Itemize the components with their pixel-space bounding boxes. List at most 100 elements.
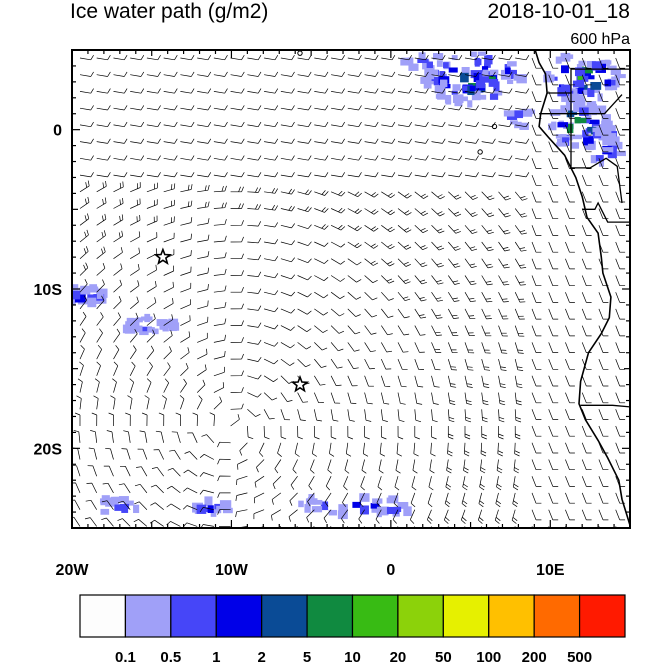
wind-barb <box>113 214 124 226</box>
wind-barb <box>187 432 198 443</box>
wind-barb <box>259 442 265 457</box>
wind-barb <box>155 430 165 443</box>
wind-barb <box>213 185 227 193</box>
wind-barb <box>381 105 396 111</box>
wind-barb <box>364 241 379 249</box>
wind-barb <box>150 502 164 510</box>
wind-barb <box>280 138 295 144</box>
wind-barb <box>581 492 592 504</box>
wind-barb <box>163 314 174 326</box>
cloud-cell <box>458 96 468 102</box>
wind-barb <box>397 409 405 423</box>
wind-barb <box>146 378 152 393</box>
wind-barb <box>414 409 422 423</box>
wind-barb <box>598 258 609 270</box>
colorbar-swatch <box>124 594 172 638</box>
cloud-cell <box>386 497 398 504</box>
wind-barb <box>134 501 148 510</box>
cloud-cell <box>587 126 596 132</box>
wind-barb <box>79 138 94 144</box>
wind-barb <box>598 57 609 69</box>
colorbar-swatch <box>442 594 490 638</box>
cloud-cell <box>481 66 489 72</box>
wind-barb <box>381 225 395 233</box>
colorbar-swatch <box>488 594 535 638</box>
wind-barb <box>277 442 282 457</box>
wind-barb <box>314 138 329 144</box>
wind-barbs <box>72 55 626 528</box>
wind-barb <box>331 155 345 161</box>
wind-barb <box>237 459 248 470</box>
wind-barb <box>481 155 496 161</box>
lon-tick-label: 0 <box>386 562 395 579</box>
wind-barb <box>79 311 87 326</box>
wind-barb <box>463 459 469 474</box>
wind-barb <box>253 509 265 520</box>
wind-barb <box>247 254 262 261</box>
colorbar-label: 2 <box>257 649 265 666</box>
wind-barb <box>548 409 559 420</box>
wind-barb <box>313 392 324 404</box>
wind-barb <box>515 172 530 178</box>
wind-barb <box>347 291 362 300</box>
wind-barb <box>581 141 592 153</box>
wind-barb <box>73 429 81 443</box>
wind-barb <box>235 509 248 518</box>
wind-barb <box>297 308 312 315</box>
cloud-cell <box>566 123 574 134</box>
wind-barb <box>331 121 345 128</box>
cloud-cell <box>460 72 469 83</box>
cloud-cell <box>521 108 533 117</box>
wind-barb <box>264 188 279 194</box>
wind-barb <box>531 392 542 404</box>
wind-barb <box>163 346 172 360</box>
cloud-cell <box>88 286 99 293</box>
wind-barb <box>615 409 626 420</box>
cloud-cell <box>474 57 480 67</box>
wind-barb <box>90 430 98 443</box>
wind-barb <box>431 275 444 285</box>
wind-barb <box>280 105 295 111</box>
wind-barb <box>431 292 443 302</box>
wind-barb <box>397 138 412 144</box>
cloud-cell <box>590 155 597 164</box>
wind-barb <box>130 172 145 178</box>
wind-barb <box>531 509 542 521</box>
cloud-cell <box>311 506 323 513</box>
wind-barb <box>414 325 426 336</box>
colorbar-label: 500 <box>567 649 592 666</box>
wind-barb <box>183 469 198 477</box>
wind-barb <box>414 55 429 61</box>
cloud-cell <box>418 52 426 59</box>
wind-barb <box>213 268 227 276</box>
wind-barb <box>581 57 592 69</box>
wind-barb <box>414 426 420 440</box>
wind-barb <box>171 431 181 443</box>
wind-barb <box>297 258 312 264</box>
cloud-cell <box>484 63 491 68</box>
wind-barb <box>381 121 396 128</box>
wind-barb <box>498 292 509 303</box>
wind-barb <box>347 392 357 404</box>
wind-barb <box>531 141 542 153</box>
wind-barb <box>264 121 279 128</box>
wind-barb <box>380 425 387 440</box>
wind-barb <box>531 241 542 253</box>
wind-barb <box>125 412 131 427</box>
wind-barb <box>280 155 295 161</box>
wind-barb <box>297 241 312 247</box>
wind-barb <box>414 88 429 94</box>
wind-barb <box>448 241 461 251</box>
wind-barb <box>565 208 575 220</box>
wind-barb <box>615 392 626 404</box>
wind-barb <box>213 138 228 144</box>
wind-barb <box>96 197 107 209</box>
wind-barb <box>581 358 592 370</box>
wind-barb <box>197 105 212 111</box>
wind-barb <box>230 203 244 209</box>
wind-barb <box>565 292 575 303</box>
wind-barb <box>247 425 254 440</box>
wind-barb <box>615 241 626 253</box>
cloud-cell <box>604 133 617 142</box>
wind-barb <box>217 509 231 515</box>
